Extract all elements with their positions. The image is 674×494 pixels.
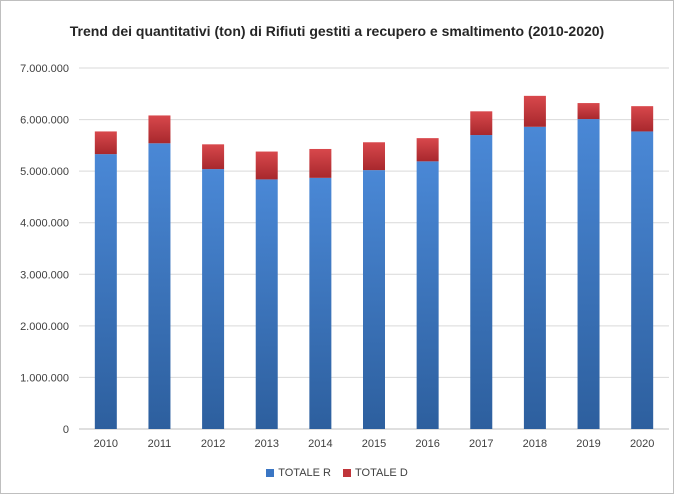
legend-label: TOTALE R: [278, 467, 331, 479]
bar-totale-r: [309, 177, 332, 429]
x-tick-label: 2020: [630, 438, 654, 450]
bar-totale-r: [631, 131, 654, 429]
bar-totale-r: [523, 126, 546, 429]
y-tick-label: 0: [63, 424, 69, 436]
bar-totale-d: [255, 151, 278, 180]
x-tick-label: 2014: [308, 438, 332, 450]
bar-totale-d: [631, 106, 654, 132]
legend-label: TOTALE D: [355, 467, 408, 479]
bar-totale-r: [202, 169, 225, 429]
bar-totale-r: [148, 143, 171, 429]
x-tick-label: 2017: [469, 438, 493, 450]
bar-totale-d: [523, 95, 546, 127]
bar-totale-d: [470, 111, 493, 136]
bar-totale-r: [94, 154, 117, 430]
bar-totale-d: [148, 115, 171, 144]
y-tick-label: 3.000.000: [20, 269, 69, 281]
bar-totale-r: [416, 161, 439, 429]
y-tick-label: 7.000.000: [20, 63, 69, 75]
y-tick-label: 2.000.000: [20, 321, 69, 333]
x-tick-label: 2010: [94, 438, 118, 450]
x-tick-label: 2012: [201, 438, 225, 450]
x-tick-label: 2019: [576, 438, 600, 450]
bar-totale-d: [577, 103, 600, 120]
bar-totale-r: [470, 135, 493, 430]
bar-totale-d: [202, 144, 225, 170]
bar-totale-d: [363, 142, 385, 171]
chart-title: Trend dei quantitativi (ton) di Rifiuti …: [69, 23, 605, 39]
x-tick-label: 2013: [254, 438, 278, 450]
x-tick-label: 2011: [148, 438, 172, 450]
bar-totale-r: [255, 179, 278, 429]
y-tick-label: 4.000.000: [20, 218, 69, 230]
bar-totale-d: [416, 138, 439, 162]
x-tick-label: 2015: [362, 438, 386, 450]
bar-totale-r: [577, 119, 600, 429]
chart-legend: TOTALE R TOTALE D: [1, 467, 673, 479]
y-tick-label: 5.000.000: [20, 166, 69, 178]
y-tick-label: 6.000.000: [20, 115, 69, 127]
legend-item: TOTALE D: [343, 467, 408, 479]
legend-item: TOTALE R: [266, 467, 331, 479]
y-tick-label: 1.000.000: [20, 372, 69, 384]
legend-swatch: [266, 469, 275, 478]
bar-totale-d: [94, 131, 117, 155]
bar-totale-r: [363, 170, 385, 429]
legend-swatch: [343, 469, 351, 478]
x-tick-label: 2018: [523, 438, 547, 450]
x-tick-label: 2016: [415, 438, 439, 450]
bar-totale-d: [309, 148, 332, 178]
